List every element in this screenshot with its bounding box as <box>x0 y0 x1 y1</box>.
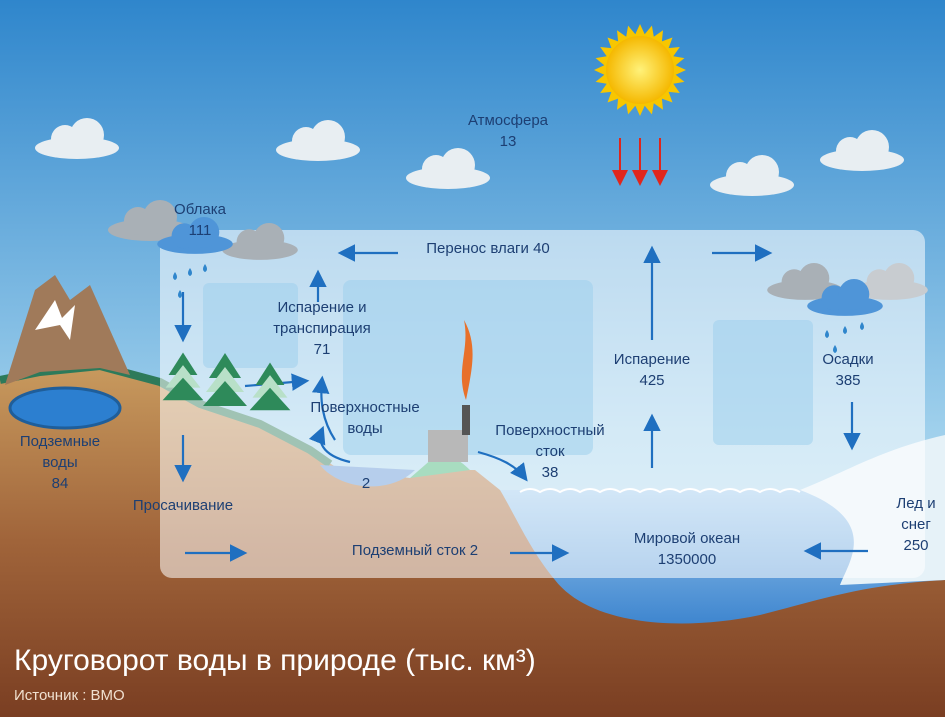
label-text: Поверхностные <box>310 399 419 416</box>
label-text: Лед и <box>896 495 935 512</box>
label-text: Облака <box>174 201 227 218</box>
label-text: Подземные <box>20 433 100 450</box>
cloud-part <box>799 263 830 294</box>
label-text: 2 <box>362 475 370 492</box>
label-text: 84 <box>52 475 69 492</box>
label-text: 71 <box>314 341 331 358</box>
cloud-part <box>70 118 104 152</box>
water-cycle-diagram: Атмосфера 13 Облака 111 Перенос влаги 40 Испа… <box>0 0 945 717</box>
frame-window <box>713 320 813 445</box>
label-text: 425 <box>639 372 664 389</box>
label-text: 111 <box>189 222 212 239</box>
label-text: Подземный сток 2 <box>352 542 478 559</box>
label-text: 250 <box>903 537 928 554</box>
label-text: Просачивание <box>133 497 233 514</box>
label-text: Осадки <box>822 351 873 368</box>
label-text: 385 <box>835 372 860 389</box>
cloud-part <box>839 279 870 310</box>
cloud-part <box>441 148 475 182</box>
title: Круговорот воды в природе (тыс. км³) <box>14 644 536 677</box>
cloud-part <box>884 263 915 294</box>
sun-disc <box>606 36 674 104</box>
label-text: сток <box>535 443 565 460</box>
label-text: Поверхностный <box>495 422 604 439</box>
label-text: Атмосфера <box>468 112 549 129</box>
label-text: транспирация <box>273 320 371 337</box>
cloud-part <box>855 130 889 164</box>
groundwater-lake <box>10 388 120 428</box>
cloud-part <box>143 200 177 234</box>
source: Источник : ВМО <box>14 687 125 704</box>
label-text: Испарение <box>614 351 690 368</box>
label-text: 1350000 <box>658 551 716 568</box>
label-text: 38 <box>542 464 559 481</box>
cloud-part <box>745 155 779 189</box>
sun <box>594 24 686 116</box>
label-text: воды <box>42 454 77 471</box>
label-text: воды <box>347 420 382 437</box>
label-text: Испарение и <box>278 299 367 316</box>
cloud-part <box>311 120 345 154</box>
label-text: снег <box>901 516 931 533</box>
cloud-part <box>254 223 285 254</box>
label-text: Перенос влаги 40 <box>426 240 550 257</box>
label-text: 13 <box>500 133 517 150</box>
label-text: Мировой океан <box>634 530 740 547</box>
